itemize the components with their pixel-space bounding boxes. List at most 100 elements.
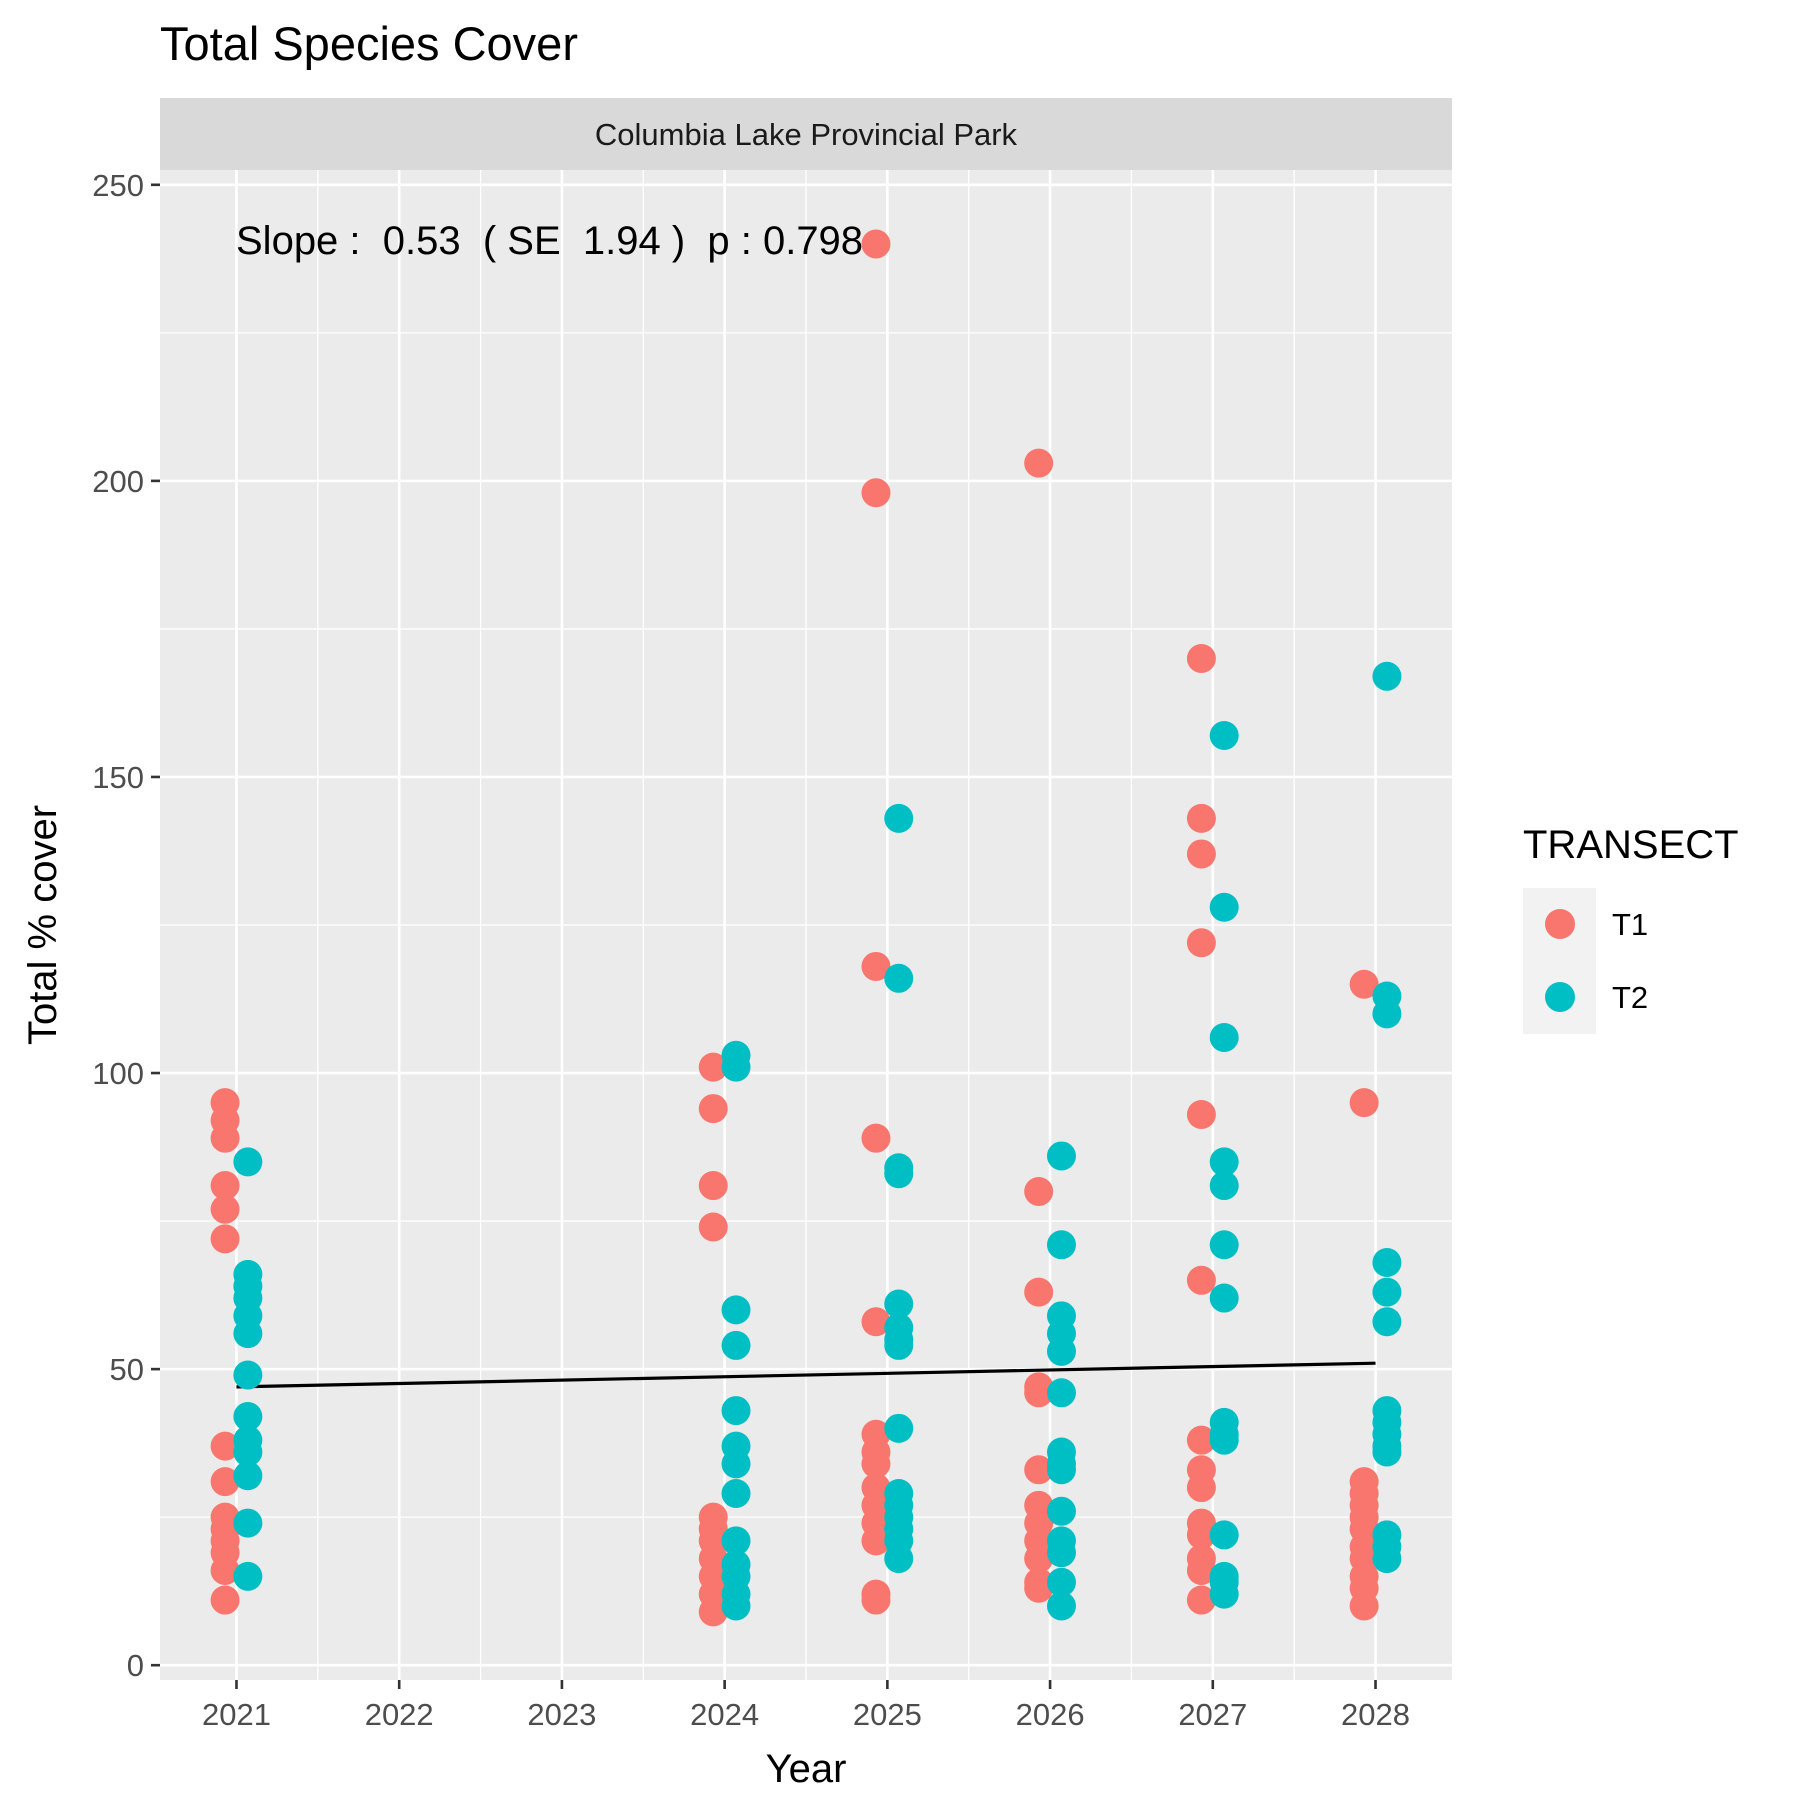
legend-key-t2 — [1545, 982, 1575, 1012]
data-point-t1 — [1186, 1425, 1216, 1455]
data-point-t2 — [1046, 1230, 1076, 1260]
data-point-t1 — [698, 1171, 728, 1201]
y-tick-label: 0 — [127, 1648, 144, 1683]
x-tick-label: 2025 — [853, 1697, 922, 1732]
data-point-t2 — [1372, 999, 1402, 1029]
data-point-t2 — [1209, 1520, 1239, 1550]
data-point-t2 — [1372, 1437, 1402, 1467]
data-point-t2 — [1372, 661, 1402, 691]
data-point-t2 — [1372, 1544, 1402, 1574]
data-point-t2 — [1046, 1567, 1076, 1597]
data-point-t1 — [1349, 1088, 1379, 1118]
data-point-t2 — [884, 1413, 914, 1443]
data-points — [210, 229, 1402, 1627]
data-point-t2 — [721, 1478, 751, 1508]
data-point-t2 — [884, 1330, 914, 1360]
x-tick-label: 2026 — [1016, 1697, 1085, 1732]
data-point-t2 — [884, 1289, 914, 1319]
data-point-t1 — [210, 1171, 240, 1201]
data-point-t1 — [861, 951, 891, 981]
data-point-t2 — [721, 1591, 751, 1621]
facet-label: Columbia Lake Provincial Park — [595, 117, 1018, 152]
trend-line-group — [236, 1361, 1376, 1389]
data-point-t2 — [1209, 1023, 1239, 1053]
data-point-t2 — [233, 1401, 263, 1431]
legend: TRANSECT T1 T2 — [1523, 823, 1739, 1034]
data-point-t1 — [210, 1194, 240, 1224]
x-tick-label: 2027 — [1178, 1697, 1247, 1732]
data-point-t1 — [210, 1585, 240, 1615]
data-point-t1 — [1186, 803, 1216, 833]
data-point-t2 — [721, 1526, 751, 1556]
data-point-t1 — [1186, 928, 1216, 958]
x-tick-label: 2021 — [202, 1697, 271, 1732]
data-point-t1 — [1024, 1544, 1054, 1574]
data-point-t2 — [1209, 1579, 1239, 1609]
data-point-t2 — [1046, 1378, 1076, 1408]
data-point-t2 — [233, 1508, 263, 1538]
data-point-t2 — [1209, 1171, 1239, 1201]
data-point-t2 — [721, 1052, 751, 1082]
legend-label-t2: T2 — [1612, 980, 1648, 1015]
y-tick-label: 200 — [92, 464, 144, 499]
data-point-t1 — [1349, 1591, 1379, 1621]
y-tick-label: 250 — [92, 168, 144, 203]
data-point-t2 — [1209, 1230, 1239, 1260]
data-point-t2 — [884, 963, 914, 993]
chart-title: Total Species Cover — [160, 17, 578, 70]
data-point-t1 — [1186, 1585, 1216, 1615]
data-point-t1 — [861, 229, 891, 259]
data-point-t1 — [1186, 1099, 1216, 1129]
data-point-t2 — [1209, 721, 1239, 751]
data-point-t1 — [1349, 969, 1379, 999]
data-point-t1 — [1024, 1455, 1054, 1485]
data-point-t2 — [1046, 1496, 1076, 1526]
data-point-t2 — [233, 1360, 263, 1390]
data-point-t1 — [861, 1526, 891, 1556]
data-point-t1 — [1024, 1573, 1054, 1603]
data-point-t1 — [1024, 1176, 1054, 1206]
data-point-t1 — [698, 1094, 728, 1124]
data-point-t2 — [1372, 1307, 1402, 1337]
data-point-t2 — [1046, 1336, 1076, 1366]
data-point-t2 — [233, 1461, 263, 1491]
data-point-t2 — [721, 1449, 751, 1479]
data-point-t2 — [233, 1319, 263, 1349]
data-point-t2 — [721, 1396, 751, 1426]
x-tick-label: 2024 — [690, 1697, 759, 1732]
legend-key-t1 — [1545, 909, 1575, 939]
data-point-t1 — [210, 1467, 240, 1497]
data-point-t2 — [1046, 1455, 1076, 1485]
data-point-t2 — [1209, 1425, 1239, 1455]
data-point-t1 — [861, 478, 891, 508]
x-tick-label: 2022 — [365, 1697, 434, 1732]
data-point-t1 — [861, 1123, 891, 1153]
data-point-t2 — [1209, 892, 1239, 922]
trend-line — [236, 1361, 1376, 1389]
data-point-t1 — [1186, 1555, 1216, 1585]
data-point-t1 — [861, 1307, 891, 1337]
data-point-t2 — [1209, 1283, 1239, 1313]
data-point-t1 — [861, 1449, 891, 1479]
data-point-t1 — [1024, 448, 1054, 478]
data-point-t2 — [1046, 1141, 1076, 1171]
data-point-t1 — [210, 1555, 240, 1585]
y-tick-label: 50 — [110, 1352, 144, 1387]
data-point-t2 — [1046, 1538, 1076, 1568]
data-point-t2 — [721, 1330, 751, 1360]
data-point-t2 — [233, 1437, 263, 1467]
legend-title: TRANSECT — [1523, 823, 1739, 867]
regression-annotation: Slope : 0.53 ( SE 1.94 ) p : 0.798 — [236, 219, 863, 263]
data-point-t2 — [721, 1295, 751, 1325]
data-point-t2 — [233, 1561, 263, 1591]
x-axis-label: Year — [766, 1747, 847, 1791]
x-axis: 2021 2022 2023 2024 2025 2026 2027 2028 — [202, 1680, 1410, 1732]
y-tick-label: 100 — [92, 1056, 144, 1091]
facet-strip — [160, 98, 1452, 170]
data-point-t2 — [884, 1544, 914, 1574]
data-point-t1 — [861, 1585, 891, 1615]
y-axis-label: Total % cover — [21, 805, 65, 1045]
x-tick-label: 2028 — [1341, 1697, 1410, 1732]
data-point-t2 — [1372, 1248, 1402, 1278]
data-point-t2 — [1209, 1147, 1239, 1177]
